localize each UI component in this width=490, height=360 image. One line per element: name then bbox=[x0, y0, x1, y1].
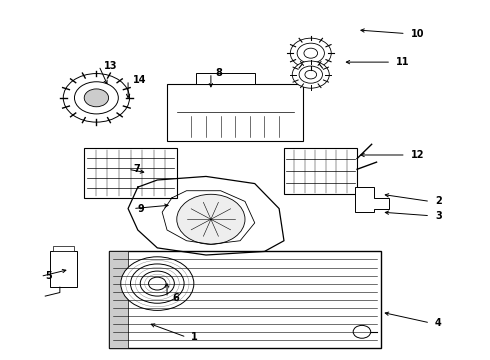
Text: 9: 9 bbox=[138, 203, 145, 213]
Text: 6: 6 bbox=[172, 293, 179, 303]
Circle shape bbox=[304, 48, 318, 58]
Text: 4: 4 bbox=[435, 318, 442, 328]
Bar bbox=[109, 251, 381, 348]
Text: 13: 13 bbox=[104, 61, 117, 71]
Bar bbox=[167, 84, 303, 141]
Bar bbox=[52, 246, 74, 251]
Polygon shape bbox=[355, 187, 389, 212]
Text: 3: 3 bbox=[435, 211, 442, 221]
Circle shape bbox=[297, 43, 324, 63]
Bar bbox=[109, 251, 128, 348]
Circle shape bbox=[140, 271, 174, 296]
Circle shape bbox=[84, 89, 109, 107]
Circle shape bbox=[353, 325, 371, 338]
Text: 1: 1 bbox=[192, 332, 198, 342]
Text: 11: 11 bbox=[396, 57, 410, 67]
Text: 7: 7 bbox=[133, 164, 140, 174]
Circle shape bbox=[292, 61, 329, 88]
Circle shape bbox=[305, 70, 317, 79]
Text: 2: 2 bbox=[435, 197, 442, 206]
Circle shape bbox=[299, 66, 322, 83]
Circle shape bbox=[130, 264, 184, 303]
Bar bbox=[84, 148, 177, 198]
Circle shape bbox=[121, 257, 194, 310]
Circle shape bbox=[74, 82, 118, 114]
Text: 8: 8 bbox=[216, 68, 222, 78]
Bar bbox=[50, 251, 77, 287]
Bar bbox=[196, 73, 255, 84]
Circle shape bbox=[177, 194, 245, 244]
Text: 10: 10 bbox=[411, 28, 424, 39]
Circle shape bbox=[290, 38, 331, 68]
Text: 5: 5 bbox=[45, 271, 52, 282]
Circle shape bbox=[148, 277, 166, 290]
Circle shape bbox=[63, 73, 129, 122]
Text: 14: 14 bbox=[133, 75, 147, 85]
Text: 12: 12 bbox=[411, 150, 424, 160]
Bar bbox=[284, 148, 357, 194]
